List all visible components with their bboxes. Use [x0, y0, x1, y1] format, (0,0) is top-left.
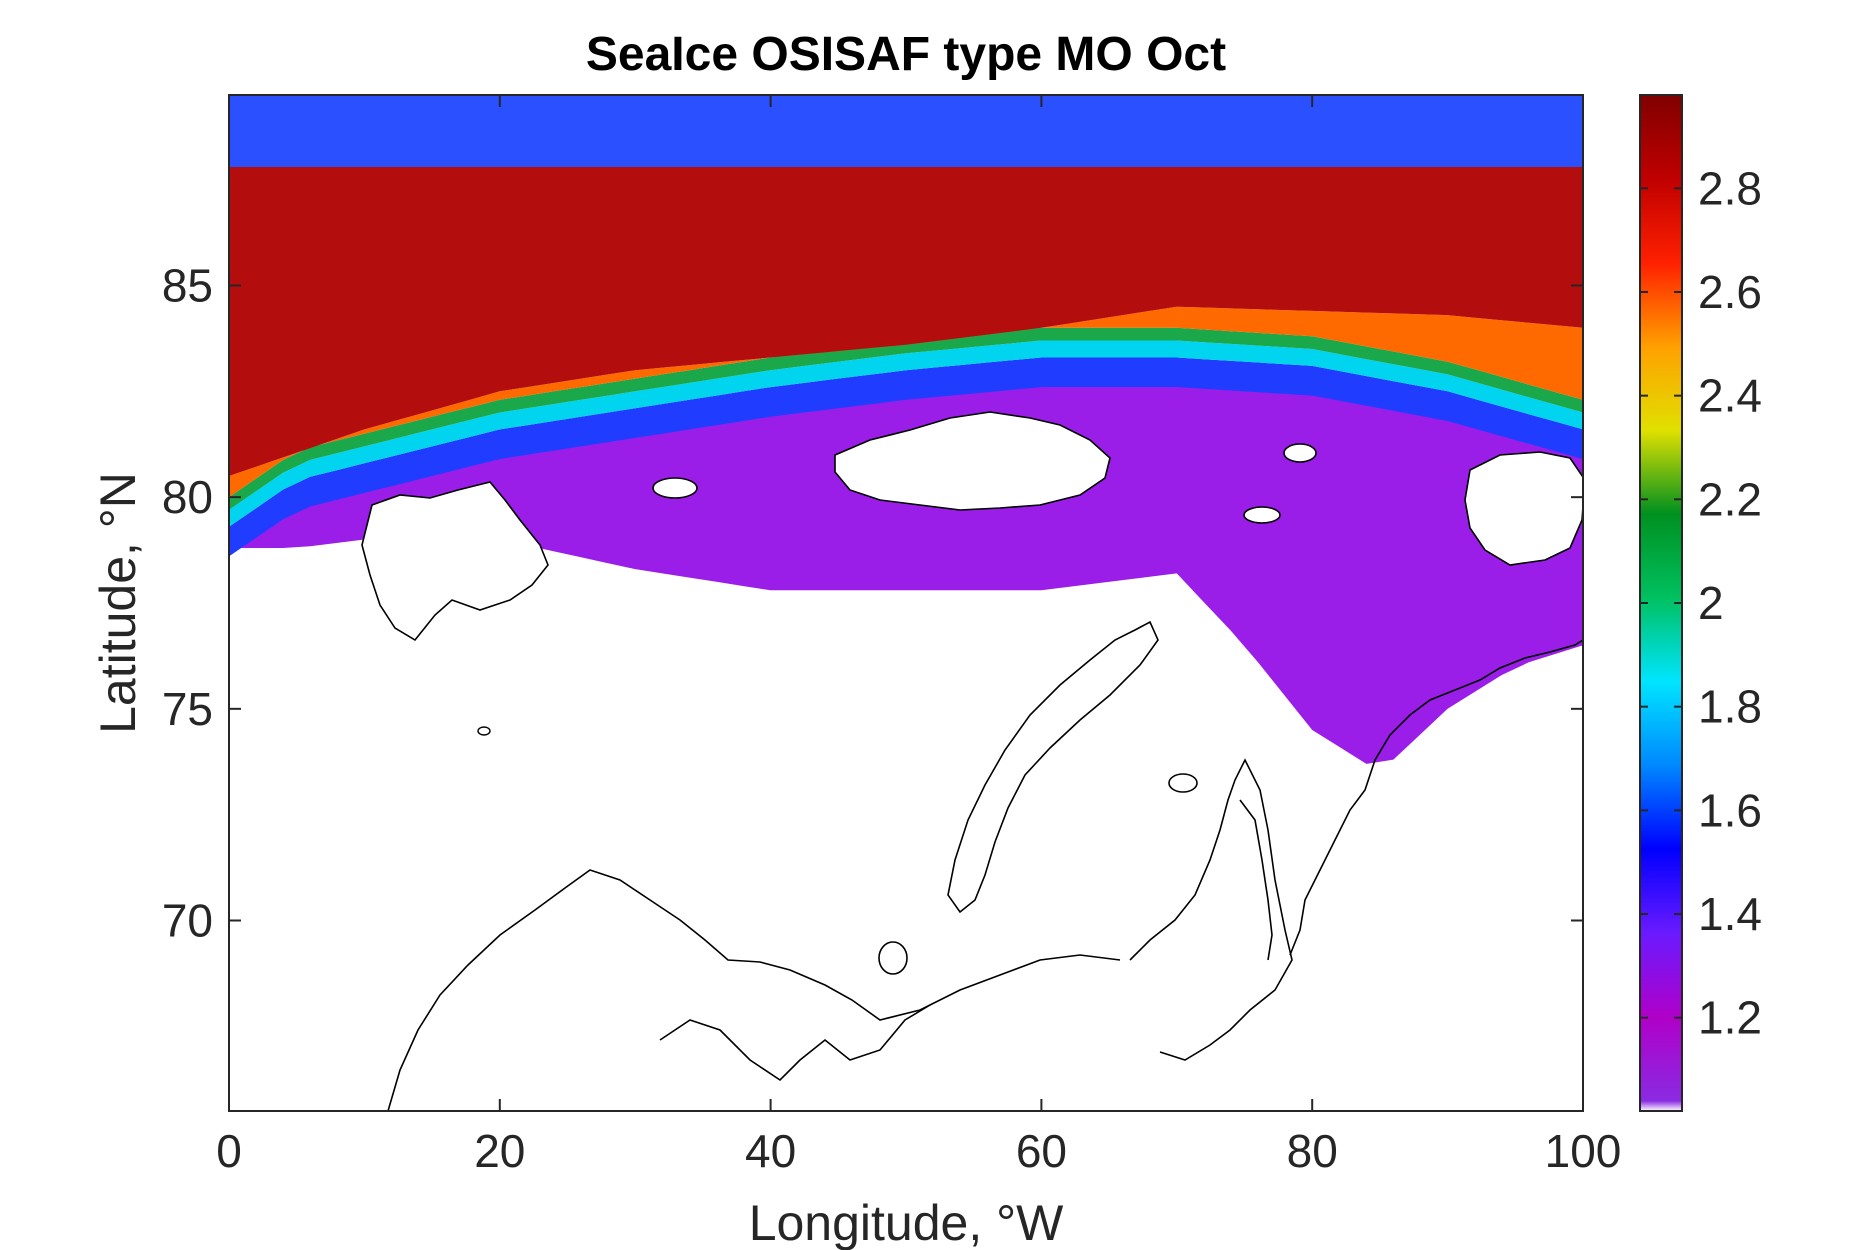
ice-thickness-field: [229, 95, 1583, 764]
island-bear: [477, 726, 491, 736]
first-year-ice-band: [229, 370, 1583, 764]
island-vaygach: [1168, 773, 1198, 793]
coastline-novaya-zemlya: [947, 620, 1159, 914]
colorbar-ticks: 1.2 1.4 1.6 1.8 2 2.2 2.4 2.6 2.8: [1640, 162, 1762, 1044]
colorbar-tick-label: 2.2: [1698, 473, 1762, 525]
y-tick-label: 75: [162, 683, 213, 735]
pole-hole-band: [229, 95, 1583, 167]
island-ushakov: [1243, 506, 1281, 524]
x-tick-label: 60: [1016, 1125, 1067, 1177]
island-victoria: [1283, 443, 1317, 463]
x-tick-label: 0: [216, 1125, 242, 1177]
coastline-white-sea: [659, 1004, 931, 1082]
colorbar-frame: [1639, 94, 1683, 1112]
transition-orange-band: [229, 306, 1583, 498]
x-tick-label: 20: [474, 1125, 525, 1177]
x-tick-label: 100: [1545, 1125, 1622, 1177]
y-tick-label: 85: [162, 260, 213, 312]
colorbar-tick-label: 2: [1698, 577, 1724, 629]
y-axis-label: Latitude, °N: [90, 472, 146, 734]
colorbar-tick-label: 1.8: [1698, 681, 1762, 733]
y-tick-label: 70: [162, 895, 213, 947]
island-kvitoya: [652, 477, 698, 499]
coastline-franz-josef-land: [834, 411, 1111, 511]
plot-frame: [228, 94, 1584, 1112]
y-axis: 70 75 80 85: [162, 260, 1583, 947]
plot-area: 0 20 40 60 80 100 70 75 80 85: [162, 94, 1621, 1177]
coastline-svalbard: [361, 481, 549, 642]
colorbar-tick-label: 1.6: [1698, 784, 1762, 836]
colorbar-tick-label: 1.2: [1698, 992, 1762, 1044]
x-axis-label: Longitude, °W: [749, 1195, 1064, 1250]
coastline-severnaya-zemlya: [1464, 451, 1583, 566]
multi-year-ice-band: [229, 167, 1583, 476]
x-tick-label: 40: [745, 1125, 796, 1177]
coastline-gulf-of-ob: [1239, 799, 1273, 961]
colorbar: 1.2 1.4 1.6 1.8 2 2.2 2.4 2.6 2.8: [1639, 94, 1762, 1112]
coastline-norway: [387, 869, 1121, 1111]
coastline-outlines: [361, 411, 1583, 1111]
colorbar-tick-label: 2.4: [1698, 370, 1762, 422]
transition-blue-band: [229, 357, 1583, 557]
island-kolguev: [878, 941, 908, 975]
colorbar-tick-label: 2.6: [1698, 266, 1762, 318]
y-tick-label: 80: [162, 471, 213, 523]
x-axis: 0 20 40 60 80 100: [216, 95, 1621, 1177]
x-tick-label: 80: [1287, 1125, 1338, 1177]
chart-title: SeaIce OSISAF type MO Oct: [586, 28, 1226, 81]
coastline-yamal-kara: [1129, 758, 1293, 1061]
coastline-taymyr: [1289, 639, 1583, 956]
colorbar-tick-label: 2.8: [1698, 162, 1762, 214]
colorbar-tick-label: 1.4: [1698, 888, 1762, 940]
